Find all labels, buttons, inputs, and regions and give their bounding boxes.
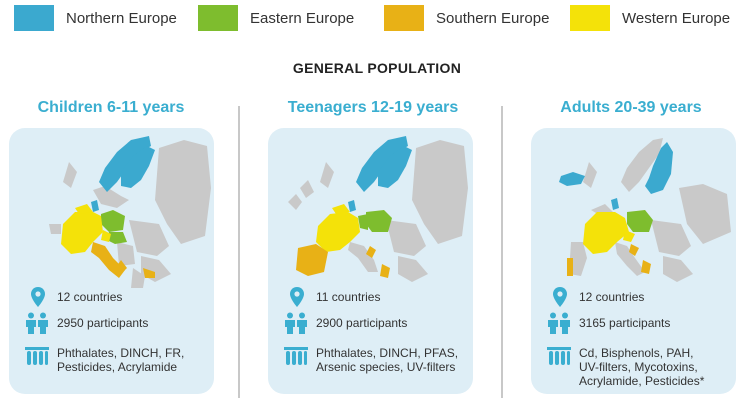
legend-item-southern-europe: Southern Europe <box>384 4 549 32</box>
test-tubes-icon <box>25 346 49 368</box>
legend-swatch <box>384 5 424 31</box>
group-panel-children: 12 countries 2950 participants Phthalate… <box>9 128 214 394</box>
legend-item-eastern-europe: Eastern Europe <box>198 4 354 32</box>
legend-swatch <box>14 5 54 31</box>
group-title-adults: Adults 20-39 years <box>560 99 702 116</box>
countries-count: 12 countries <box>57 290 123 304</box>
stat-participants: 2900 participants <box>284 312 407 334</box>
people-icon <box>25 312 49 334</box>
test-tubes-icon <box>284 346 308 368</box>
legend-label: Eastern Europe <box>250 9 355 27</box>
people-icon <box>547 312 571 334</box>
page-title: GENERAL POPULATION <box>292 60 462 76</box>
stat-substances: Phthalates, DINCH, PFAS, Arsenic species… <box>284 346 458 374</box>
europe-map <box>559 138 731 282</box>
location-pin-icon <box>27 286 49 308</box>
group-title-teenagers: Teenagers 12-19 years <box>287 99 459 116</box>
substances-list: Phthalates, DINCH, PFAS, Arsenic species… <box>316 346 459 374</box>
stat-countries: 11 countries <box>286 286 380 308</box>
stat-participants: 2950 participants <box>25 312 148 334</box>
people-icon <box>284 312 308 334</box>
legend-label: Northern Europe <box>66 9 177 27</box>
countries-count: 11 countries <box>316 290 381 304</box>
stat-countries: 12 countries <box>549 286 644 308</box>
europe-map <box>49 136 211 288</box>
location-pin-icon <box>286 286 308 308</box>
substances-list: Phthalates, DINCH, FR, Pesticides, Acryl… <box>57 346 185 374</box>
legend-item-western-europe: Western Europe <box>570 4 730 32</box>
group-title-children: Children 6-11 years <box>37 99 185 116</box>
legend: Northern Europe Eastern Europe Southern … <box>0 4 754 32</box>
legend-label: Southern Europe <box>436 9 550 27</box>
legend-item-northern-europe: Northern Europe <box>14 4 177 32</box>
participants-count: 3165 participants <box>579 316 671 330</box>
column-divider <box>238 106 240 398</box>
countries-count: 12 countries <box>579 290 645 304</box>
column-divider <box>501 106 503 398</box>
stat-substances: Phthalates, DINCH, FR, Pesticides, Acryl… <box>25 346 184 374</box>
legend-swatch <box>570 5 610 31</box>
stat-countries: 12 countries <box>27 286 122 308</box>
stat-substances: Cd, Bisphenols, PAH, UV-filters, Mycotox… <box>547 346 704 388</box>
legend-label: Western Europe <box>622 9 731 27</box>
legend-swatch <box>198 5 238 31</box>
substances-list: Cd, Bisphenols, PAH, UV-filters, Mycotox… <box>579 346 705 388</box>
europe-map <box>288 136 468 282</box>
test-tubes-icon <box>547 346 571 368</box>
location-pin-icon <box>549 286 571 308</box>
participants-count: 2950 participants <box>57 316 149 330</box>
group-panel-adults: 12 countries 3165 participants Cd, Bisph… <box>531 128 736 394</box>
participants-count: 2900 participants <box>316 316 408 330</box>
stat-participants: 3165 participants <box>547 312 670 334</box>
group-panel-teenagers: 11 countries 2900 participants Phthalate… <box>268 128 473 394</box>
